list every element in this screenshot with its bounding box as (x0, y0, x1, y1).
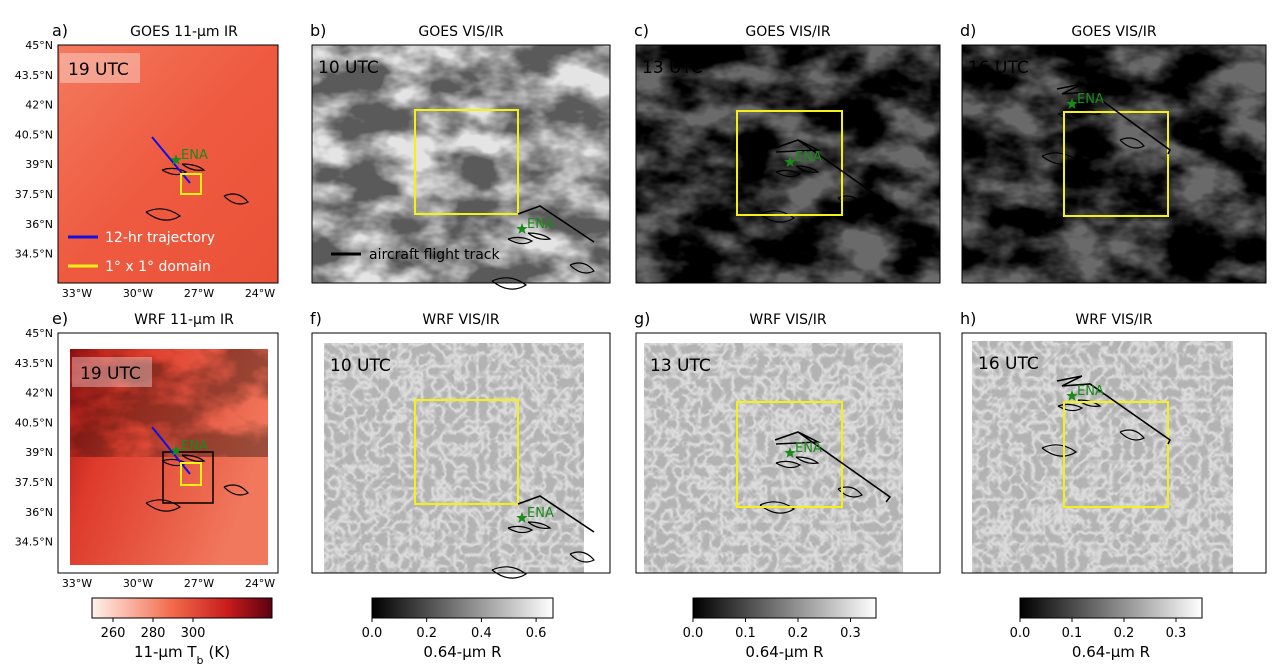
colorbar-tick-label: 0.1 (1062, 626, 1083, 641)
panel-label: a) (52, 21, 68, 40)
panel-label: d) (960, 21, 976, 40)
panel-title: GOES VIS/IR (745, 24, 830, 40)
panel-label: c) (634, 21, 649, 40)
lat-label: 45°N (25, 327, 53, 340)
cell-texture (644, 343, 903, 573)
panel: ENA 10 UTC f) WRF VIS/IR (310, 309, 610, 578)
legend-label: 1° x 1° domain (105, 259, 211, 275)
colorbar (1020, 598, 1202, 618)
panel-title: GOES 11-μm IR (130, 24, 238, 40)
colorbar-tick-label: 0.4 (471, 626, 492, 641)
panel: ENA 16 UTC h) WRF VIS/IR (960, 309, 1266, 573)
colorbar (92, 598, 272, 618)
panel: ENA 13 UTC c) GOES VIS/IR (634, 21, 940, 283)
time-label: 13 UTC (642, 58, 703, 78)
colorbar-label: 0.64-μm R (423, 643, 501, 661)
lat-label: 42°N (25, 387, 53, 400)
lat-label: 36°N (25, 218, 53, 231)
colorbar-tick-label: 0.2 (416, 626, 437, 641)
site-label: ENA (795, 441, 822, 456)
colorbar-tick-label: 0.1 (735, 626, 756, 641)
panel-title: WRF 11-μm IR (134, 312, 234, 328)
site-label: ENA (181, 439, 208, 454)
colorbar-tick-label: 0.3 (840, 626, 861, 641)
panel-title: GOES VIS/IR (418, 24, 503, 40)
panel-label: e) (52, 309, 68, 328)
panel-title: WRF VIS/IR (749, 312, 827, 328)
time-label: 10 UTC (318, 58, 379, 78)
time-label: 16 UTC (978, 354, 1039, 374)
label-part: 11-μm T (134, 643, 197, 661)
colorbar-tick-label: 260 (101, 626, 126, 641)
panel-label: g) (634, 309, 650, 328)
lon-label: 33°W (62, 287, 92, 300)
lat-label: 34.5°N (15, 536, 53, 549)
lat-label: 36°N (25, 506, 53, 519)
colorbar-tick-label: 300 (181, 626, 206, 641)
label-part: 0.64-μm R (745, 643, 823, 661)
colorbar-tick-label: 0.2 (788, 626, 809, 641)
legend-label: aircraft flight track (369, 247, 501, 263)
time-label: 19 UTC (68, 60, 129, 80)
lat-label: 37.5°N (15, 188, 53, 201)
site-label: ENA (1077, 384, 1104, 399)
lat-label: 39°N (25, 446, 53, 459)
site-label: ENA (527, 217, 554, 232)
lon-label: 27°W (184, 287, 214, 300)
colorbar-tick-label: 280 (141, 626, 166, 641)
time-label: 13 UTC (650, 356, 711, 376)
colorbar-tick-label: 0.0 (683, 626, 704, 641)
colorbar-tick-label: 0.3 (1166, 626, 1187, 641)
cell-texture (972, 341, 1233, 573)
colorbar-tick-label: 0.6 (526, 626, 547, 641)
lat-label: 37.5°N (15, 476, 53, 489)
colorbar-label: 0.64-μm R (1072, 643, 1150, 661)
lon-label: 30°W (123, 287, 153, 300)
panel: ENA 16 UTC d) GOES VIS/IR (960, 21, 1266, 283)
colorbar-tick-label: 0.0 (1010, 626, 1031, 641)
panel-title: GOES VIS/IR (1071, 24, 1156, 40)
colorbar (372, 598, 553, 618)
label-part: b (197, 654, 204, 667)
panel-label: h) (960, 309, 976, 328)
lon-label: 24°W (245, 577, 275, 590)
lon-label: 30°W (123, 577, 153, 590)
time-label: 16 UTC (968, 58, 1029, 78)
lat-label: 34.5°N (15, 248, 53, 261)
panel-title: WRF VIS/IR (422, 312, 500, 328)
panel-title: WRF VIS/IR (1075, 312, 1153, 328)
colorbar-tick-label: 0.2 (1114, 626, 1135, 641)
panel-label: f) (310, 309, 322, 328)
label-part: 0.64-μm R (1072, 643, 1150, 661)
time-label: 10 UTC (330, 356, 391, 376)
lat-label: 43.5°N (15, 69, 53, 82)
lat-label: 40.5°N (15, 128, 53, 141)
colorbar-label: 11-μm Tb (K) (134, 643, 230, 666)
colorbar (693, 598, 876, 618)
panel: ENA 13 UTC g) WRF VIS/IR (634, 309, 940, 573)
lon-label: 33°W (62, 577, 92, 590)
cell-texture (324, 343, 584, 573)
site-label: ENA (527, 506, 554, 521)
label-part: (K) (209, 643, 231, 661)
legend-label: 12-hr trajectory (105, 230, 215, 246)
panel-label: b) (310, 21, 326, 40)
time-label: 19 UTC (80, 364, 141, 384)
lat-label: 39°N (25, 158, 53, 171)
lat-label: 40.5°N (15, 416, 53, 429)
lat-label: 43.5°N (15, 357, 53, 370)
cloud-texture (962, 45, 1266, 283)
lon-label: 24°W (245, 287, 275, 300)
site-label: ENA (181, 148, 208, 163)
lon-label: 27°W (184, 577, 214, 590)
lat-label: 45°N (25, 39, 53, 52)
colorbar-tick-label: 0.0 (362, 626, 383, 641)
panel: ENA 19 UTC e) WRF 11-μm IR 45°N 43.5°N 42°N 40.… (15, 309, 278, 590)
site-label: ENA (1077, 92, 1104, 107)
site-label: ENA (795, 150, 822, 165)
figure: ENA 19 UTC a) GOES 11-μm IR 45°N 43.5°N 42°N 40… (0, 0, 1272, 666)
label-part: 0.64-μm R (423, 643, 501, 661)
lat-label: 42°N (25, 99, 53, 112)
colorbar-label: 0.64-μm R (745, 643, 823, 661)
